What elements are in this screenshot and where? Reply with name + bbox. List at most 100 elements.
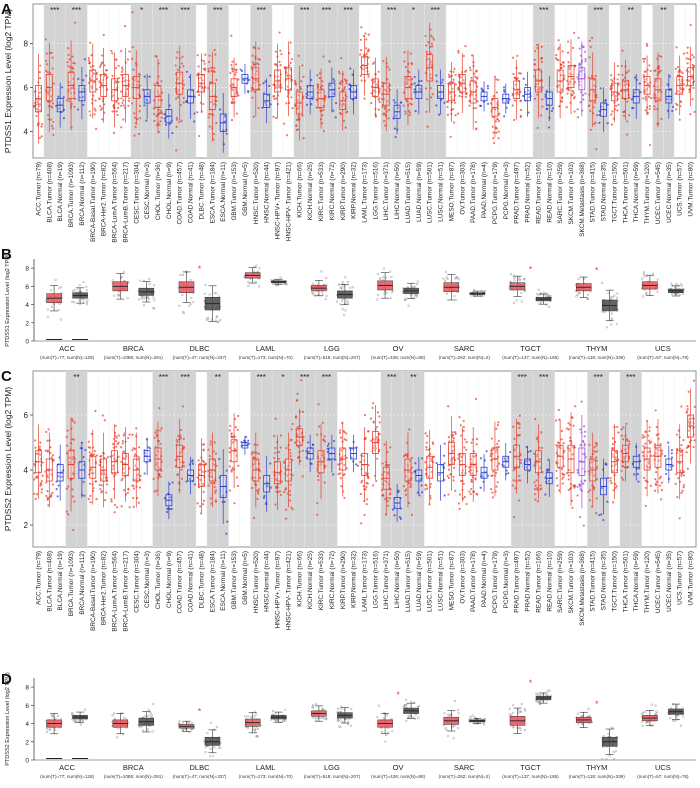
data-point <box>138 502 140 504</box>
x-category-label: PAAD.Tumor (n=178) <box>470 162 477 223</box>
data-point <box>376 458 378 460</box>
data-point <box>342 721 344 723</box>
data-point <box>292 423 294 425</box>
data-point <box>472 65 474 67</box>
data-point <box>426 449 428 451</box>
data-point <box>345 111 347 113</box>
data-point <box>625 423 627 425</box>
data-point <box>153 299 155 301</box>
data-point <box>692 87 694 89</box>
data-point <box>138 456 140 458</box>
data-point <box>654 478 656 480</box>
data-point <box>617 74 619 76</box>
data-point <box>392 509 394 511</box>
data-point <box>644 71 646 73</box>
data-point <box>273 95 275 97</box>
data-point <box>438 114 440 116</box>
data-point <box>161 427 163 429</box>
data-point <box>611 447 613 449</box>
data-point <box>410 52 412 54</box>
data-point <box>209 125 211 127</box>
data-point <box>190 279 192 281</box>
data-point <box>256 490 258 492</box>
data-point <box>555 470 557 472</box>
group-name-label: UCS <box>655 344 671 353</box>
data-point <box>322 294 324 296</box>
data-point <box>377 273 379 275</box>
data-point <box>596 466 598 468</box>
data-point <box>581 110 583 112</box>
data-point <box>99 484 101 486</box>
group-counts-label: (num(T)=47; num(N)=337) <box>173 355 227 360</box>
data-point <box>363 97 365 99</box>
data-point <box>689 113 691 115</box>
data-point <box>641 278 643 280</box>
y-tick-label: 2 <box>25 739 29 746</box>
data-point <box>35 498 37 500</box>
x-category-label: LUSC.Tumor (n=501) <box>427 551 434 612</box>
data-point <box>572 90 574 92</box>
data-point <box>77 288 79 290</box>
data-point <box>442 79 444 81</box>
data-point <box>284 489 286 491</box>
data-point <box>297 128 299 130</box>
data-point <box>541 61 543 63</box>
data-point <box>519 415 521 417</box>
x-category-label: CHOL.Normal (n=9) <box>166 162 173 219</box>
data-point <box>192 459 194 461</box>
data-point <box>215 453 217 455</box>
data-point <box>58 484 60 486</box>
x-category-label: UCEC.Normal (n=35) <box>666 551 673 612</box>
data-point <box>213 486 215 488</box>
data-point <box>46 728 48 730</box>
data-point <box>40 482 42 484</box>
data-point <box>454 114 456 116</box>
data-point <box>650 485 652 487</box>
data-point <box>254 57 256 59</box>
data-point <box>448 469 450 471</box>
data-point <box>302 76 304 78</box>
data-point <box>208 55 210 57</box>
x-category-label: BRCA-LumB.Tumor (n=217) <box>122 551 129 632</box>
data-point <box>112 279 114 281</box>
data-point <box>388 109 390 111</box>
data-point <box>607 122 609 124</box>
data-point <box>692 446 694 448</box>
data-point <box>692 64 694 66</box>
data-point <box>536 44 538 46</box>
data-point <box>623 115 625 117</box>
data-point <box>425 432 427 434</box>
data-point <box>450 136 452 138</box>
data-point <box>99 455 101 457</box>
data-point <box>290 506 292 508</box>
data-point <box>136 118 138 120</box>
data-point <box>143 472 145 474</box>
data-point <box>645 487 647 489</box>
data-point <box>175 97 177 99</box>
data-point <box>498 440 500 442</box>
data-point <box>464 496 466 498</box>
data-point <box>458 502 460 504</box>
data-point <box>192 301 194 303</box>
data-point <box>578 37 580 39</box>
data-point <box>443 102 445 104</box>
data-point <box>131 485 133 487</box>
data-point <box>653 70 655 72</box>
data-point <box>280 434 282 436</box>
data-point <box>159 112 161 114</box>
data-point <box>383 717 385 719</box>
x-category-label: CHOL.Normal (n=9) <box>166 551 173 608</box>
data-point <box>209 455 211 457</box>
data-point <box>347 721 349 723</box>
data-point <box>416 294 418 296</box>
data-point <box>213 133 215 135</box>
data-point <box>333 80 335 82</box>
data-point <box>555 419 557 421</box>
data-point <box>628 114 630 116</box>
y-tick-label: 0 <box>25 758 29 765</box>
data-point <box>313 717 315 719</box>
data-point <box>123 717 125 719</box>
data-point <box>183 465 185 467</box>
data-point <box>498 120 500 122</box>
